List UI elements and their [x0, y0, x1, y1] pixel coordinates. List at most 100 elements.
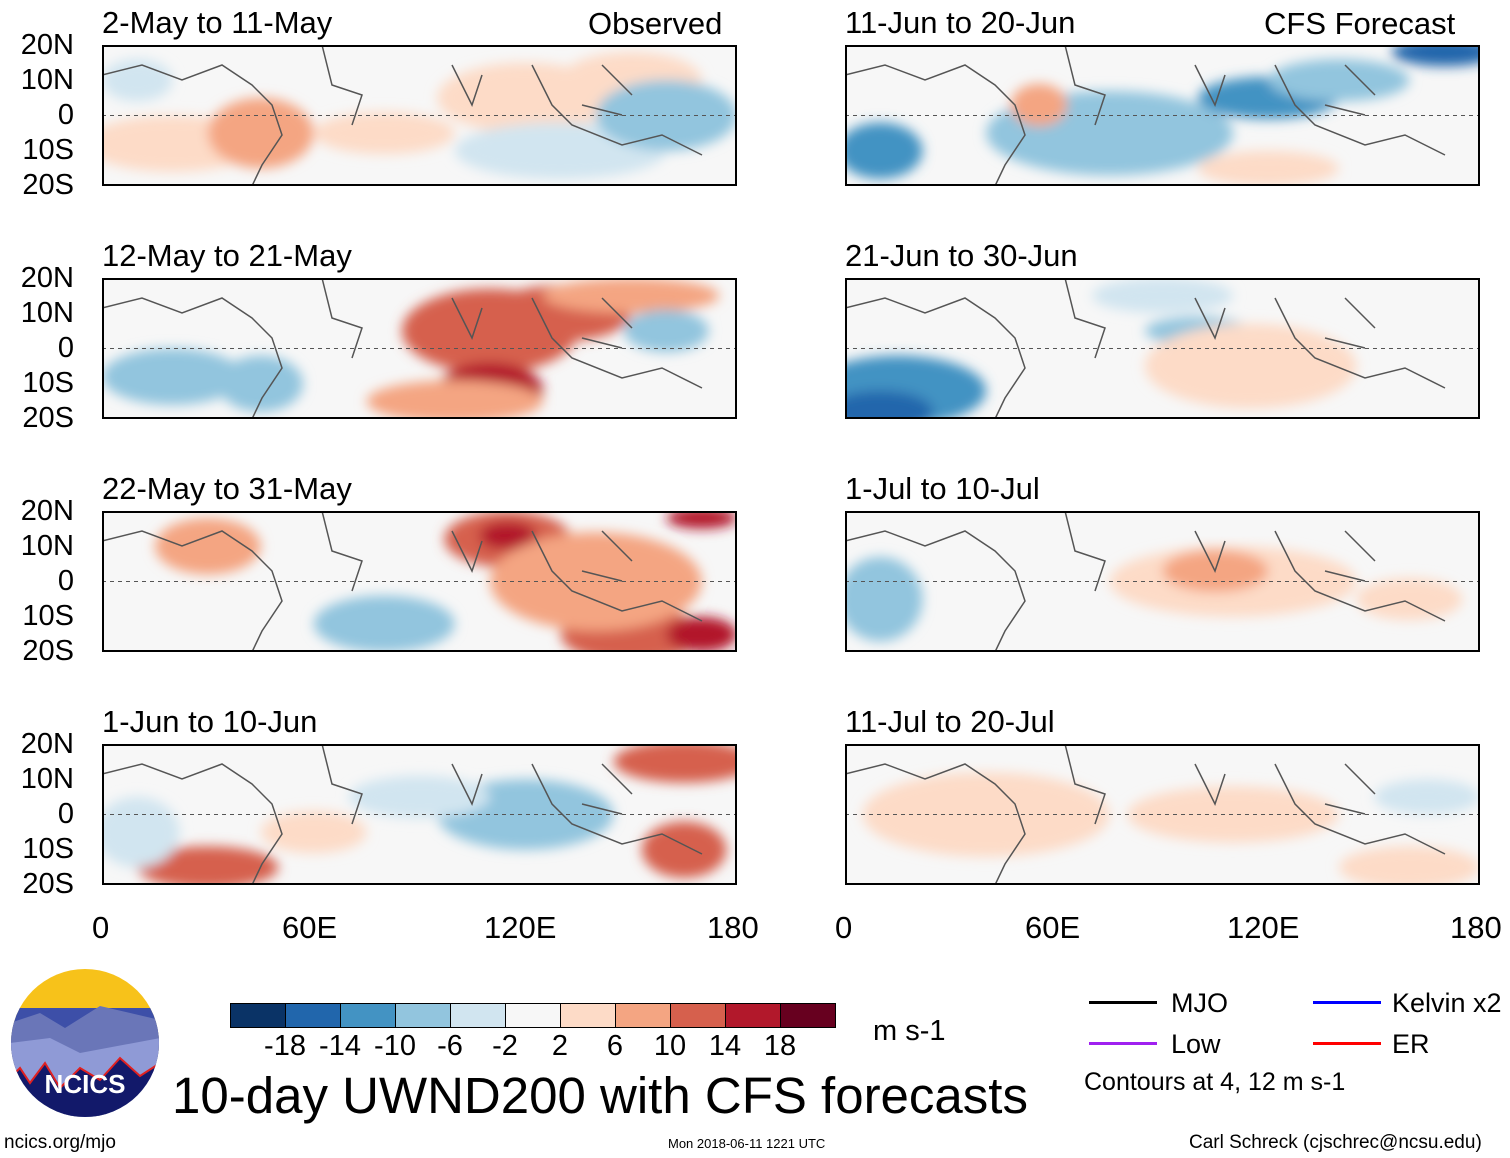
colorbar-swatch: [450, 1003, 506, 1028]
y-tick-label: 10S: [22, 833, 74, 865]
anomaly-region: [207, 97, 314, 169]
colorbar-tick-label: 6: [606, 1030, 624, 1062]
footer-author: Carl Schreck (cjschrec@ncsu.edu): [1189, 1132, 1482, 1153]
legend-label-kelvin: Kelvin x2: [1392, 988, 1502, 1018]
legend-label-er: ER: [1392, 1029, 1430, 1059]
x-tick-label: 120E: [484, 910, 557, 945]
coastline: [102, 278, 703, 419]
coastline: [845, 278, 1446, 419]
y-tick-label: 20S: [22, 868, 74, 900]
coastline: [102, 45, 703, 186]
anomaly-region: [1391, 45, 1480, 67]
y-tick-label: 20S: [22, 169, 74, 201]
anomaly-region: [1374, 779, 1480, 815]
coastline: [845, 744, 1446, 885]
panel-title: 22-May to 31-May: [102, 471, 352, 506]
anomaly-region: [862, 772, 1110, 857]
anomaly-region: [348, 775, 491, 819]
colorbar-swatch: [340, 1003, 396, 1028]
legend-label-low: Low: [1171, 1029, 1221, 1059]
y-tick-label: 20N: [20, 728, 74, 760]
colorbar-swatch: [230, 1003, 286, 1028]
anomaly-region: [542, 278, 720, 314]
anomaly-region: [845, 390, 934, 419]
y-tick-label: 10N: [20, 297, 74, 329]
x-tick-label: 120E: [1227, 910, 1300, 945]
anomaly-region: [313, 595, 455, 652]
figure-title: 10-day UWND200 with CFS forecasts: [172, 1067, 1028, 1124]
anomaly-region: [218, 355, 304, 412]
colorbar-tick-label: 18: [763, 1030, 797, 1062]
panel-border: [845, 744, 1480, 885]
panel-border: [845, 278, 1480, 419]
map-panel: [102, 45, 737, 186]
colorbar-tick-label: -14: [319, 1030, 361, 1062]
y-tick-label: 10N: [20, 64, 74, 96]
colorbar-tick-label: 2: [551, 1030, 569, 1062]
map-panel: [102, 744, 737, 885]
observed-column-label: Observed: [588, 6, 723, 41]
anomaly-region: [154, 518, 261, 575]
anomaly-region: [666, 616, 737, 652]
panel-title: 1-Jun to 10-Jun: [102, 704, 318, 739]
y-tick-label: 20N: [20, 262, 74, 294]
panel-border: [845, 511, 1480, 652]
anomaly-region: [366, 380, 543, 419]
footer-timestamp: Mon 2018-06-11 1221 UTC: [668, 1136, 826, 1151]
anomaly-region: [137, 846, 279, 885]
anomaly-region: [1268, 59, 1410, 102]
panel-title: 12-May to 21-May: [102, 238, 352, 273]
colorbar-tick-label: -10: [374, 1030, 416, 1062]
anomaly-region: [624, 309, 709, 353]
anomaly-region: [666, 511, 737, 529]
y-tick-label: 0: [57, 798, 74, 830]
anomaly-region: [479, 521, 536, 550]
x-tick-label: 180: [707, 910, 759, 945]
legend-line-er: [1313, 1042, 1381, 1045]
anomaly-region: [845, 122, 923, 179]
y-tick-label: 10N: [20, 763, 74, 795]
anomaly-region: [490, 532, 702, 631]
coastline: [845, 511, 1446, 652]
map-panel: [102, 511, 737, 652]
map-panel: [845, 744, 1480, 885]
legend-line-mjo: [1089, 1001, 1157, 1004]
panel-title: 21-Jun to 30-Jun: [845, 238, 1078, 273]
x-tick-label: 0: [92, 910, 110, 945]
colorbar-swatch: [395, 1003, 451, 1028]
forecast-column-label: CFS Forecast: [1264, 6, 1456, 41]
y-tick-label: 20S: [22, 635, 74, 667]
panel-border: [845, 45, 1480, 186]
panel-title: 2-May to 11-May: [102, 5, 333, 40]
anomaly-region: [641, 821, 727, 878]
colorbar-tick-label: 14: [708, 1030, 742, 1062]
panel-border: [102, 278, 737, 419]
colorbar-swatch: [285, 1003, 341, 1028]
panel-border: [102, 511, 737, 652]
coastline: [102, 511, 703, 652]
coastline: [845, 45, 1446, 186]
colorbar-swatch: [780, 1003, 836, 1028]
legend-label-mjo: MJO: [1171, 988, 1228, 1018]
map-panel: [845, 45, 1480, 186]
panel-title: 1-Jul to 10-Jul: [845, 471, 1040, 506]
x-tick-label: 0: [835, 910, 853, 945]
y-tick-label: 20S: [22, 402, 74, 434]
map-panel: [845, 278, 1480, 419]
x-tick-label: 180: [1450, 910, 1502, 945]
coastline: [102, 744, 703, 885]
colorbar-tick-label: 10: [653, 1030, 687, 1062]
footer-url[interactable]: ncics.org/mjo: [4, 1132, 116, 1153]
anomaly-region: [1127, 786, 1339, 843]
anomaly-region: [1144, 323, 1357, 409]
anomaly-region: [845, 556, 923, 642]
map-panel: [102, 278, 737, 419]
legend-line-kelvin: [1313, 1001, 1381, 1004]
y-tick-label: 20N: [20, 29, 74, 61]
colorbar-swatch: [505, 1003, 561, 1028]
colorbar-tick-label: -6: [437, 1030, 463, 1062]
y-tick-label: 10N: [20, 530, 74, 562]
anomaly-region: [1091, 278, 1234, 314]
anomaly-region: [1197, 150, 1339, 186]
